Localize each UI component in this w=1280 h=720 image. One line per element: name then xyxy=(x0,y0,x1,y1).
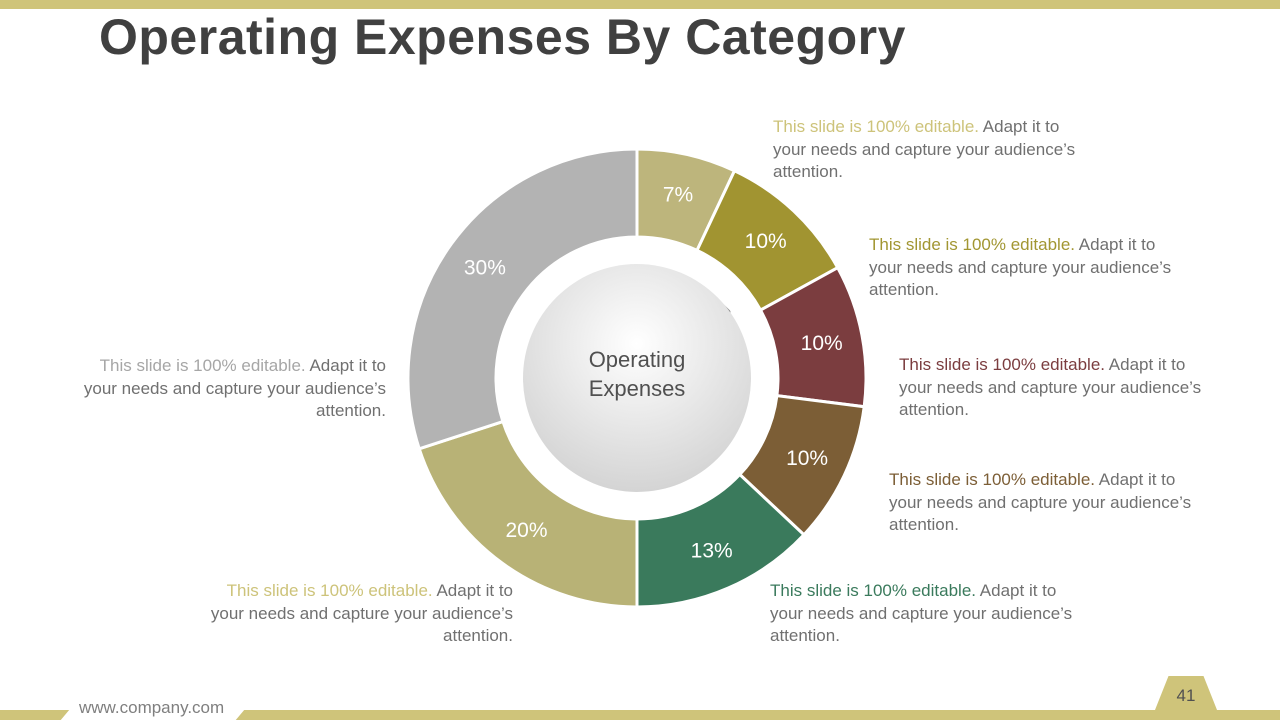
slice-group xyxy=(406,147,868,609)
description-highlight: This slide is 100% editable. xyxy=(226,581,433,600)
description-text: Adapt it to your needs and capture your … xyxy=(899,355,1202,419)
footer-url[interactable]: www.company.com xyxy=(79,698,225,717)
slice-value-label-7: 30% xyxy=(464,256,506,279)
description-2: This slide is 100% editable. Adapt it to… xyxy=(869,234,1179,302)
slide-title: Operating Expenses By Category xyxy=(99,9,906,65)
description-text: Adapt it to your needs and capture your … xyxy=(210,581,513,645)
description-4: This slide is 100% editable. Adapt it to… xyxy=(889,469,1199,537)
description-highlight: This slide is 100% editable. xyxy=(889,470,1096,489)
center-label-line-1: Operating xyxy=(589,347,686,372)
description-highlight: This slide is 100% editable. xyxy=(770,581,977,600)
description-text: Adapt it to your needs and capture your … xyxy=(869,235,1172,299)
slice-value-label-6: 20% xyxy=(505,519,547,542)
description-5: This slide is 100% editable. Adapt it to… xyxy=(770,580,1080,648)
slice-value-label-4: 10% xyxy=(786,447,828,470)
description-6: This slide is 100% editable. Adapt it to… xyxy=(203,580,513,648)
slice-value-label-2: 10% xyxy=(745,230,787,253)
description-1: This slide is 100% editable. Adapt it to… xyxy=(773,116,1083,184)
description-highlight: This slide is 100% editable. xyxy=(899,355,1106,374)
top-accent-bar xyxy=(0,0,1280,9)
donut-slice-6 xyxy=(417,419,639,609)
donut-slice-7 xyxy=(406,147,639,451)
description-text: Adapt it to your needs and capture your … xyxy=(770,581,1073,645)
slice-value-label-5: 13% xyxy=(691,540,733,563)
description-7: This slide is 100% editable. Adapt it to… xyxy=(76,355,386,423)
description-3: This slide is 100% editable. Adapt it to… xyxy=(899,354,1209,422)
center-label-line-2: Expenses xyxy=(589,376,686,401)
slice-value-label-3: 10% xyxy=(801,332,843,355)
description-text: Adapt it to your needs and capture your … xyxy=(773,117,1076,181)
description-text: Adapt it to your needs and capture your … xyxy=(889,470,1192,534)
footer-bar xyxy=(0,710,1280,720)
description-highlight: This slide is 100% editable. xyxy=(869,235,1076,254)
slice-value-label-1: 7% xyxy=(663,184,693,207)
description-highlight: This slide is 100% editable. xyxy=(99,356,306,375)
description-text: Adapt it to your needs and capture your … xyxy=(83,356,386,420)
description-highlight: This slide is 100% editable. xyxy=(773,117,980,136)
slice-label-group: 7% 10% 10% 10% 13% 20% 30% xyxy=(464,184,843,563)
page-number: 41 xyxy=(1176,686,1196,705)
center-circle xyxy=(523,264,751,492)
